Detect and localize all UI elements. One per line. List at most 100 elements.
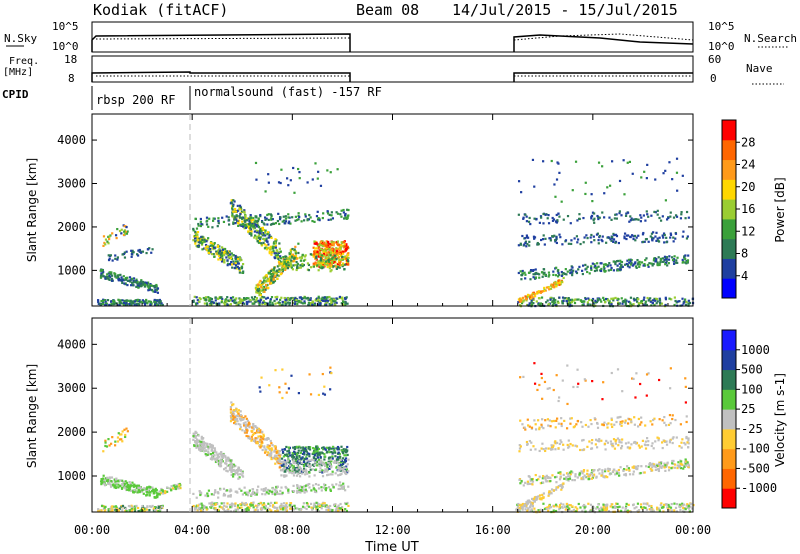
range-time-cell (287, 455, 290, 458)
range-time-cell (311, 178, 314, 181)
range-time-cell (102, 235, 106, 238)
range-time-cell (278, 455, 282, 458)
range-time-cell (282, 464, 285, 467)
range-time-cell (336, 212, 340, 215)
range-time-cell (629, 303, 632, 306)
range-time-cell (571, 189, 574, 192)
range-time-cell (231, 475, 235, 478)
range-time-cell (116, 227, 119, 231)
range-time-cell (145, 494, 148, 497)
range-time-cell (660, 502, 663, 505)
range-time-cell (617, 298, 620, 301)
range-time-cell (220, 296, 223, 299)
range-time-cell (101, 477, 105, 480)
range-time-cell (530, 269, 533, 272)
range-time-cell (308, 213, 311, 217)
range-time-cell (327, 508, 330, 512)
range-time-cell (314, 242, 317, 245)
range-time-cell (558, 504, 562, 507)
range-time-cell (210, 444, 213, 448)
range-time-cell (318, 460, 321, 464)
range-time-cell (646, 163, 649, 166)
range-time-cell (278, 466, 281, 469)
range-time-cell (638, 263, 642, 266)
range-time-cell (325, 240, 328, 243)
range-time-cell (220, 453, 223, 456)
range-time-cell (155, 494, 159, 497)
range-time-cell (229, 202, 232, 205)
range-time-cell (625, 262, 628, 266)
range-time-cell (543, 243, 546, 246)
range-time-cell (270, 457, 273, 461)
range-time-cell (278, 391, 281, 394)
range-time-cell (196, 444, 199, 447)
range-time-cell (601, 165, 604, 168)
range-time-cell (197, 434, 200, 437)
range-time-cell (117, 432, 120, 435)
range-time-cell (624, 263, 627, 266)
range-time-cell (644, 300, 647, 303)
range-time-cell (149, 288, 152, 291)
range-time-cell (340, 485, 343, 488)
range-time-cell (217, 249, 220, 252)
range-time-cell (599, 298, 602, 301)
range-time-cell (136, 302, 140, 306)
range-time-cell (344, 460, 348, 463)
range-time-cell (627, 503, 630, 507)
range-time-cell (605, 263, 608, 266)
range-time-cell (245, 434, 248, 438)
range-time-cell (111, 232, 114, 235)
range-time-cell (234, 210, 238, 213)
range-time-cell (582, 241, 585, 244)
range-time-cell (324, 249, 327, 252)
range-time-cell (277, 452, 280, 455)
range-time-cell (212, 451, 215, 455)
nsky-frame (91, 21, 694, 53)
range-time-cell (246, 419, 249, 422)
range-time-cell (148, 284, 152, 287)
range-time-cell (323, 483, 326, 486)
range-time-cell (192, 504, 195, 508)
range-time-cell (684, 298, 687, 301)
range-time-cell (128, 302, 131, 306)
range-time-cell (304, 258, 307, 261)
range-time-cell (317, 483, 320, 487)
range-time-cell (206, 304, 209, 307)
range-time-cell (239, 267, 242, 270)
range-time-cell (528, 302, 531, 305)
range-time-cell (250, 216, 253, 219)
range-time-cell (673, 262, 676, 265)
range-time-cell (123, 282, 126, 285)
range-time-cell (342, 462, 345, 466)
range-time-cell (217, 258, 220, 261)
range-time-cell (336, 266, 340, 269)
range-time-cell (552, 299, 555, 302)
range-time-cell (674, 232, 678, 235)
range-time-cell (102, 244, 105, 247)
range-time-cell (265, 248, 269, 251)
range-time-cell (305, 450, 308, 453)
range-time-cell (110, 302, 113, 306)
range-time-cell (573, 299, 576, 302)
range-time-cell (324, 455, 327, 458)
range-time-cell (262, 285, 266, 289)
range-time-cell (298, 462, 301, 465)
range-time-cell (118, 438, 122, 441)
range-time-cell (674, 261, 677, 264)
range-time-cell (232, 254, 235, 257)
range-time-cell (262, 489, 265, 493)
range-time-cell (326, 465, 329, 468)
freq-bottom-tick: 8 (68, 72, 75, 85)
range-time-cell (144, 301, 147, 305)
range-time-cell (336, 445, 340, 449)
range-time-cell (234, 415, 237, 418)
range-time-cell (335, 483, 338, 486)
range-time-cell (322, 261, 325, 265)
range-time-cell (345, 260, 349, 263)
range-time-cell (290, 464, 294, 467)
range-time-cell (126, 283, 129, 287)
range-time-cell (334, 451, 337, 454)
range-time-cell (143, 508, 146, 511)
range-time-cell (529, 270, 532, 273)
range-time-cell (305, 456, 308, 459)
